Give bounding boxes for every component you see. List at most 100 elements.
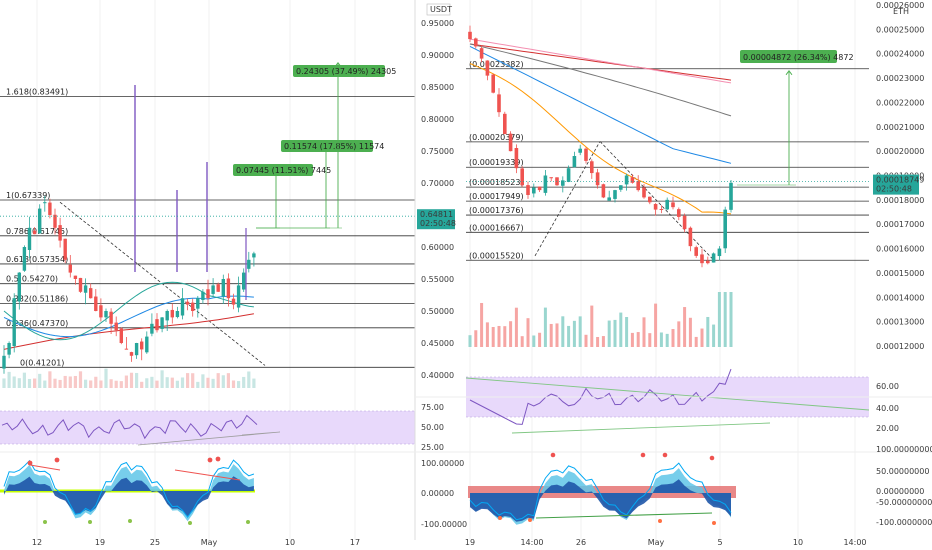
left-y-tick: 0.55000 xyxy=(421,275,454,284)
left-y-tick: 0.80000 xyxy=(421,115,454,124)
volume-bar xyxy=(601,336,605,347)
volume-bar xyxy=(27,378,32,388)
candle-body xyxy=(145,336,149,353)
right-y-tick: 0.00026000 xyxy=(876,1,924,10)
volume-bar xyxy=(119,381,123,388)
candle-body xyxy=(48,202,52,215)
volume-bar xyxy=(109,379,113,388)
candle-body xyxy=(43,202,47,204)
volume-bar xyxy=(509,321,513,347)
osc-wave-dark xyxy=(4,476,254,517)
left-osc-tick: 0.00000 xyxy=(421,489,454,498)
fib-label: (0.00017376) xyxy=(469,206,524,215)
candle-body xyxy=(216,284,220,292)
candle-body xyxy=(514,148,519,169)
volume-bar xyxy=(561,316,565,347)
volume-bar xyxy=(514,307,518,347)
fib-label: 0(0.41201) xyxy=(20,358,64,367)
candle-body xyxy=(624,175,629,185)
volume-bar xyxy=(252,378,256,388)
volume-bar xyxy=(150,376,154,388)
volume-bar xyxy=(648,333,652,347)
volume-bar xyxy=(43,380,47,388)
volume-bar xyxy=(58,379,62,388)
fib-label: 1(0.67339) xyxy=(6,191,50,200)
volume-bar xyxy=(22,372,26,388)
volume-bar xyxy=(84,379,88,388)
fib-label: 0.786(0.61745) xyxy=(6,227,68,236)
volume-bar xyxy=(520,336,524,347)
volume-bar xyxy=(625,317,629,347)
volume-bar xyxy=(659,332,663,347)
candle-body xyxy=(83,285,88,293)
candle-body xyxy=(613,190,617,199)
volume-bar xyxy=(491,327,495,347)
candle-body xyxy=(22,247,27,271)
osc-signal-dot xyxy=(54,457,60,463)
ma-blue-line xyxy=(3,295,254,338)
candle-body xyxy=(175,311,180,318)
price-tag xyxy=(417,209,455,230)
fib-label: 1.618(0.83491) xyxy=(6,88,68,97)
volume-bar xyxy=(242,376,246,388)
volume-bar xyxy=(590,305,594,347)
volume-bar xyxy=(196,381,200,388)
volume-bar xyxy=(654,303,658,347)
volume-bar xyxy=(596,336,600,347)
right-y-tick: 0.00025000 xyxy=(876,25,924,34)
trend-dashed xyxy=(534,141,601,257)
volume-bar xyxy=(216,373,220,388)
ma-blue-line xyxy=(469,45,732,164)
osc-signal-dot xyxy=(662,452,668,458)
volume-bar xyxy=(706,316,710,347)
candle-body xyxy=(185,301,190,305)
volume-bar xyxy=(694,336,698,347)
candle-body xyxy=(73,275,78,279)
right-osc-tick: 0.00000000 xyxy=(876,487,924,496)
volume-bar xyxy=(231,380,236,388)
volume-bar xyxy=(78,371,83,388)
right-x-tick: 5 xyxy=(717,538,722,547)
osc-signal-dot xyxy=(550,452,556,458)
target-label-bg xyxy=(233,164,313,176)
candle-body xyxy=(242,272,246,290)
right-y-tick: 0.00012000 xyxy=(876,342,924,351)
left-y-tick: 0.70000 xyxy=(421,179,454,188)
right-x-tick: 14:00 xyxy=(520,538,543,547)
volume-bar xyxy=(683,307,687,347)
volume-bar xyxy=(33,378,37,388)
candle-body xyxy=(723,209,727,249)
right-y-tick: 0.00013000 xyxy=(876,318,924,327)
fib-label: (0.00017949) xyxy=(469,192,524,201)
volume-bar xyxy=(114,380,118,388)
ma-red-line xyxy=(3,313,254,350)
left-osc-tick: -100.00000 xyxy=(421,520,467,529)
candle-body xyxy=(682,215,687,230)
volume-bar xyxy=(636,332,640,347)
left-x-tick: 19 xyxy=(95,538,105,547)
right-osc-tick: -100.00000000 xyxy=(876,518,932,527)
candle-body xyxy=(32,230,37,235)
candle-body xyxy=(12,298,16,347)
volume-bar xyxy=(140,381,144,388)
candle-body xyxy=(129,352,134,356)
candle-body xyxy=(474,38,478,47)
candle-body xyxy=(114,322,118,331)
left-y-tick: 0.90000 xyxy=(421,51,454,60)
volume-bar xyxy=(549,323,553,347)
left-osc-tick: 100.00000 xyxy=(421,459,464,468)
ma-green-line xyxy=(3,281,254,341)
candle-body xyxy=(485,60,490,76)
price-tag xyxy=(873,174,919,195)
candle-body xyxy=(677,209,681,217)
volume-bar xyxy=(474,330,478,347)
volume-bar xyxy=(48,371,52,388)
volume-bar xyxy=(129,372,134,388)
volume-bar xyxy=(688,317,692,347)
osc-signal-dot xyxy=(43,520,47,524)
left-x-tick: 25 xyxy=(150,538,160,547)
fib-label: (0.00019339) xyxy=(469,158,524,167)
left-y-tick: 0.50000 xyxy=(421,307,454,316)
candle-body xyxy=(729,182,733,210)
